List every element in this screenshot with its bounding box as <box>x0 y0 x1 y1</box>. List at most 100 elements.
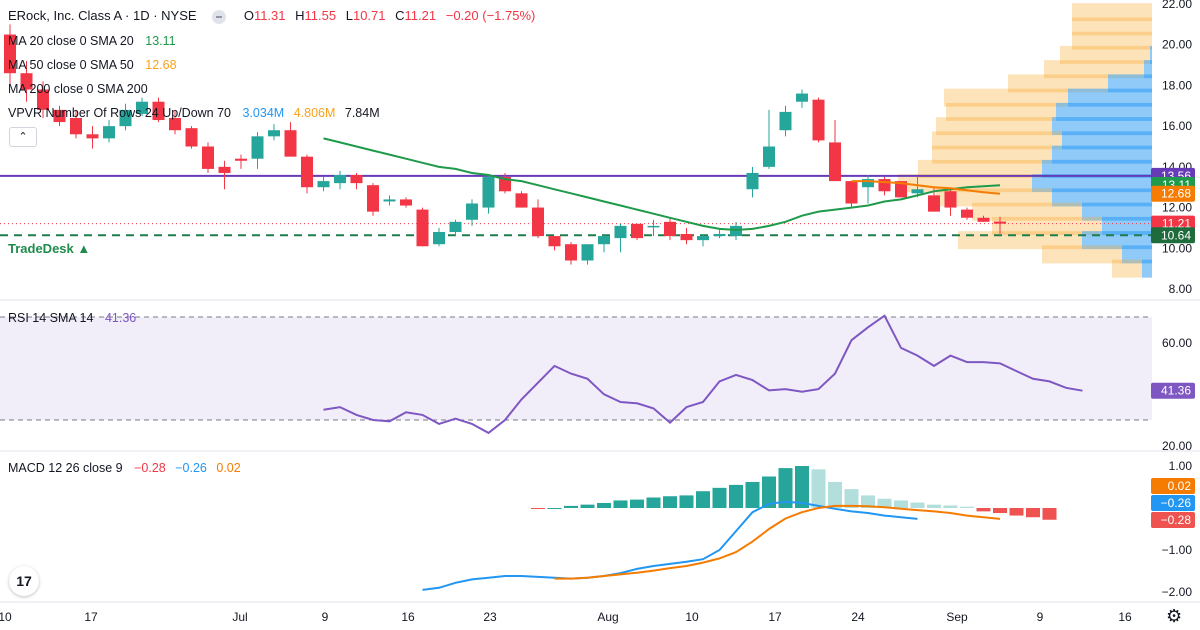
vpvr-down-bar <box>932 131 1062 150</box>
candle-body <box>994 221 1006 224</box>
vpvr-down-bar <box>936 117 1052 136</box>
price-tick-label: 20.00 <box>1162 38 1192 52</box>
vpvr-down-bar <box>1042 245 1122 264</box>
macd-histogram-bar <box>729 484 743 508</box>
vpvr-down-bar <box>936 188 1052 207</box>
vpvr-label: VPVR Number Of Rows 24 Up/Down 70 <box>8 106 232 120</box>
vpvr-down-bar <box>1008 74 1108 93</box>
ma20-value: 13.11 <box>145 34 176 48</box>
candle-body <box>466 203 478 220</box>
candle-body <box>647 225 660 228</box>
candle-body <box>581 244 594 261</box>
candle-body <box>812 99 825 141</box>
eye-icon[interactable] <box>212 9 227 24</box>
vpvr-legend[interactable]: VPVR Number Of Rows 24 Up/Down 70 3.034M… <box>8 105 380 121</box>
candle-body <box>845 181 858 204</box>
vpvr-down-bar <box>1060 45 1150 64</box>
macd-hist-value: −0.28 <box>134 461 166 475</box>
rsi-label: RSI 14 SMA 14 <box>8 311 94 325</box>
rsi-line <box>323 314 1083 435</box>
vpvr-down-bar <box>1072 17 1152 36</box>
macd-histogram-bar <box>679 495 694 508</box>
candle-body <box>961 209 973 218</box>
candle-body <box>796 93 808 102</box>
macd-badge-bg <box>1151 495 1195 511</box>
symbol-legend[interactable]: ERock, Inc. Class A · 1D · NYSE O11.31 H… <box>8 8 541 24</box>
macd-histogram-bar <box>828 481 842 508</box>
macd-histogram-bar <box>745 481 760 508</box>
rsi-legend[interactable]: RSI 14 SMA 14 41.36 <box>8 310 136 326</box>
candle-body <box>746 172 759 190</box>
macd-histogram-bar <box>910 502 925 508</box>
macd-histogram-bar <box>613 500 628 508</box>
macd-histogram-bar <box>696 491 710 508</box>
macd-line-value: −0.26 <box>175 461 207 475</box>
vpvr-down-bar <box>1072 31 1152 50</box>
vpvr-down-bar <box>944 88 1068 107</box>
macd-histogram-bar <box>993 508 1007 514</box>
ma200-legend[interactable]: MA 200 close 0 SMA 200 <box>8 81 148 97</box>
macd-label: MACD 12 26 close 9 <box>8 461 123 475</box>
macd-histogram-bar <box>960 506 974 508</box>
candle-body <box>763 146 775 167</box>
candle-body <box>235 158 247 161</box>
candle-body <box>136 101 148 114</box>
low-value: 10.71 <box>352 8 386 23</box>
vpvr-down-bar <box>918 159 1042 178</box>
vpvr-up-bar <box>1062 131 1152 150</box>
candle-body <box>317 181 330 188</box>
candle-body <box>334 175 346 184</box>
macd-histogram-bar <box>564 505 578 508</box>
ma50-line <box>851 180 1001 195</box>
vpvr-up-bar <box>1068 88 1152 107</box>
macd-histogram-bar <box>877 498 892 508</box>
change-value: −0.20 (−1.75%) <box>445 8 536 23</box>
time-tick-label: 16 <box>1118 610 1132 624</box>
macd-histogram-bar <box>844 489 859 508</box>
price-badge: 10.64 <box>1161 228 1191 242</box>
ma20-line <box>323 137 1001 232</box>
rsi-value: 41.36 <box>104 311 137 325</box>
candle-body <box>499 177 511 192</box>
macd-histogram-bar <box>646 497 661 508</box>
macd-histogram-bar <box>762 476 776 508</box>
ma200-label: MA 200 close 0 SMA 200 <box>8 82 148 96</box>
vpvr-up-bar <box>1082 202 1152 221</box>
macd-badge: 0.02 <box>1168 479 1192 493</box>
macd-badge: −0.28 <box>1161 513 1192 527</box>
vpvr-down-bar <box>1072 3 1152 22</box>
candle-body <box>400 199 412 206</box>
settings-gear-icon[interactable]: ⚙ <box>1166 606 1183 626</box>
ma50-legend[interactable]: MA 50 close 0 SMA 50 12.68 <box>8 57 177 73</box>
candle-body <box>664 221 676 237</box>
macd-histogram-bar <box>580 504 595 508</box>
candle-body <box>680 234 693 241</box>
rsi-tick-label: 20.00 <box>1162 439 1192 453</box>
macd-histogram-bar <box>1009 508 1024 516</box>
candle-body <box>911 189 924 194</box>
vpvr-up-bar <box>1150 45 1152 64</box>
price-badge-bg <box>1151 185 1195 202</box>
symbol-title[interactable]: ERock, Inc. Class A · 1D · NYSE <box>8 8 197 23</box>
close-value: 11.21 <box>404 8 437 23</box>
macd-tick-label: −2.00 <box>1162 585 1193 599</box>
ma20-legend[interactable]: MA 20 close 0 SMA 20 13.11 <box>8 33 176 49</box>
vpvr-up-bar <box>1032 174 1152 193</box>
candle-body <box>548 236 561 247</box>
vpvr-down-bar <box>1112 259 1142 278</box>
vpvr-up-bar <box>1042 159 1152 178</box>
vpvr-up-bar <box>1122 245 1152 264</box>
rsi-badge-bg <box>1151 382 1195 399</box>
tradingview-logo[interactable]: 17 <box>9 566 39 596</box>
candle-body <box>631 223 643 239</box>
candle-body <box>565 244 577 261</box>
macd-signal-value: 0.02 <box>216 461 241 475</box>
vpvr-up-bar <box>1142 259 1152 278</box>
vpvr-up-bar <box>1108 74 1152 93</box>
candle-body <box>928 195 940 212</box>
macd-legend[interactable]: MACD 12 26 close 9 −0.28 −0.26 0.02 <box>8 460 241 476</box>
time-tick-label: 17 <box>84 610 98 624</box>
macd-histogram-bar <box>712 487 727 508</box>
collapse-legend-button[interactable]: ⌃ <box>9 127 37 147</box>
